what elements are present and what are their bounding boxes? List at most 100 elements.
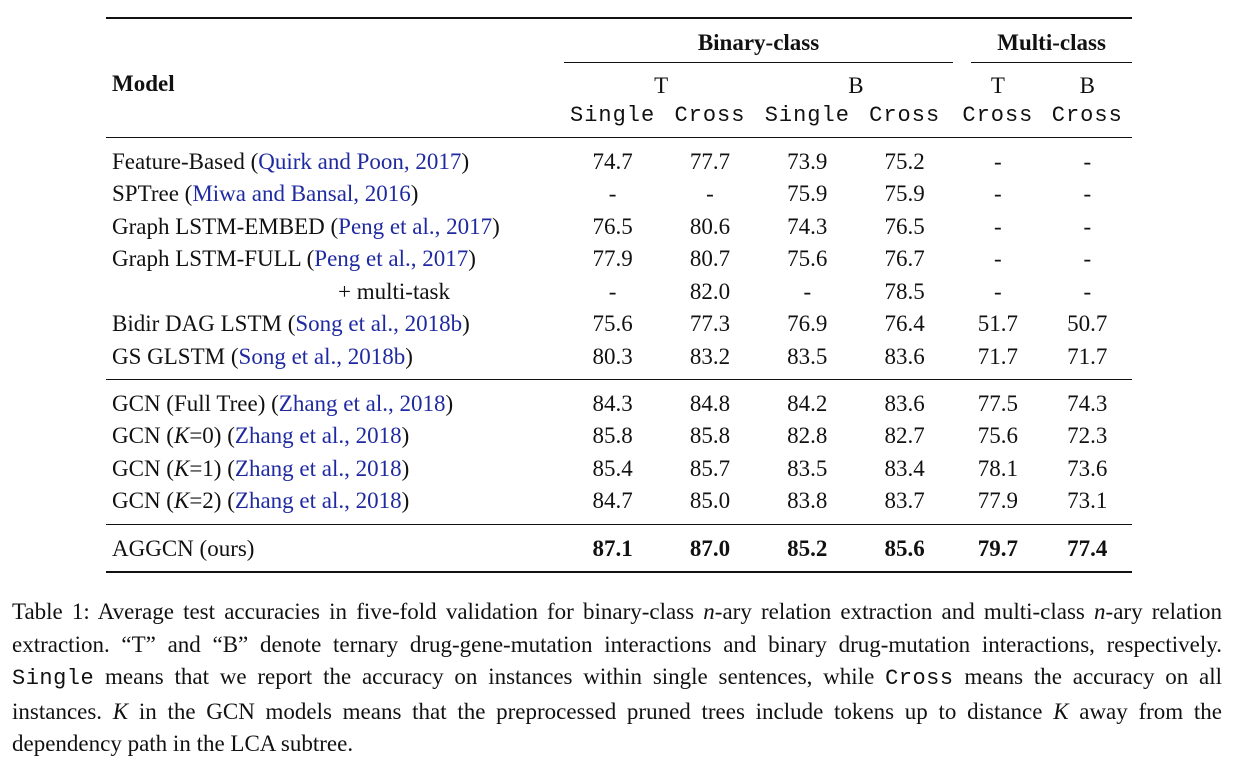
table-row: Graph LSTM-FULL (Peng et al., 2017) 77.9… — [106, 243, 1132, 276]
citation-link[interactable]: Miwa and Bansal, 2016 — [192, 181, 411, 207]
value-cell: 75.6 — [977, 423, 1019, 449]
binary-class-header: Binary-class — [563, 18, 954, 65]
table-row: + multi-task - 82.0 - 78.5 - - — [106, 276, 1132, 309]
value-cell: 73.9 — [787, 149, 828, 174]
citation-link[interactable]: Song et al., 2018b — [295, 311, 463, 337]
value-cell: 83.5 — [787, 455, 828, 481]
value-cell: - — [1083, 246, 1092, 272]
value-cell: - — [803, 278, 812, 304]
multi-class-header: Multi-class — [953, 18, 1132, 65]
table-row: Graph LSTM-EMBED (Peng et al., 2017) 76.… — [106, 211, 1132, 244]
value-cell: - — [1083, 213, 1092, 239]
setting-header: Cross — [962, 102, 1034, 128]
citation-link[interactable]: Peng et al., 2017 — [338, 213, 493, 239]
value-cell: - — [1083, 149, 1092, 174]
value-cell: - — [706, 181, 714, 207]
binary-class-label: Binary-class — [563, 30, 954, 63]
value-cell: 83.2 — [689, 343, 731, 369]
value-cell: 77.3 — [689, 311, 731, 337]
table-row: Bidir DAG LSTM (Song et al., 2018b) 75.6… — [106, 308, 1132, 341]
multi-class-label: Multi-class — [971, 30, 1132, 63]
model-name: GS GLSTM — [112, 343, 226, 369]
value-cell: 71.7 — [1067, 343, 1108, 369]
citation-link[interactable]: Zhang et al., 2018 — [234, 423, 402, 449]
model-name: GCN (Full Tree) — [112, 391, 266, 416]
model-name: GCN (K=0) — [112, 423, 222, 449]
value-cell: 75.6 — [787, 246, 828, 272]
setting-header: Cross — [869, 102, 941, 128]
table-row: AGGCN (ours) 87.1 87.0 85.2 85.6 79.7 77… — [106, 524, 1132, 572]
setting-header: Cross — [1051, 102, 1123, 128]
table-row: GS GLSTM (Song et al., 2018b) 80.3 83.2 … — [106, 341, 1132, 380]
value-cell: 79.7 — [977, 535, 1019, 561]
value-cell: 50.7 — [1067, 311, 1108, 337]
table-row: GCN (K=2) (Zhang et al., 2018) 84.7 85.0… — [106, 485, 1132, 524]
model-name: + multi-task — [338, 278, 450, 304]
citation-link[interactable]: Song et al., 2018b — [238, 343, 406, 369]
value-cell: 76.7 — [884, 246, 925, 272]
header-row-tb: T B T B — [106, 65, 1132, 99]
citation-link[interactable]: Quirk and Poon, 2017 — [258, 149, 462, 174]
citation-link[interactable]: Zhang et al., 2018 — [234, 488, 402, 514]
value-cell: 76.9 — [787, 311, 828, 337]
value-cell: 80.6 — [689, 213, 731, 239]
value-cell: 77.4 — [1067, 535, 1108, 561]
value-cell: 83.4 — [884, 455, 925, 481]
value-cell: 72.3 — [1067, 423, 1108, 449]
value-cell: 83.7 — [884, 488, 925, 514]
value-cell: - — [1083, 181, 1092, 207]
value-cell: 77.7 — [689, 149, 731, 174]
value-cell: 76.5 — [592, 213, 633, 239]
value-cell: 85.2 — [787, 535, 828, 561]
value-cell: 85.8 — [689, 423, 731, 449]
value-cell: 85.7 — [689, 455, 731, 481]
value-cell: 74.7 — [592, 149, 633, 174]
value-cell: 82.0 — [689, 278, 731, 304]
citation-link[interactable]: Peng et al., 2017 — [314, 246, 469, 272]
value-cell: 78.5 — [884, 278, 925, 304]
table-row: GCN (Full Tree) (Zhang et al., 2018) 84.… — [106, 379, 1132, 421]
value-cell: 76.4 — [884, 311, 925, 337]
setting-header: Single — [570, 102, 656, 128]
value-cell: 77.5 — [977, 391, 1019, 416]
value-cell: 78.1 — [977, 455, 1019, 481]
value-cell: 83.5 — [787, 343, 828, 369]
value-cell: - — [994, 213, 1002, 239]
value-cell: 87.0 — [689, 535, 731, 561]
model-name: GCN (K=2) — [112, 488, 222, 514]
binary-b-header: B — [848, 73, 864, 98]
value-cell: 82.7 — [884, 423, 925, 449]
value-cell: - — [994, 181, 1002, 207]
citation-link[interactable]: Zhang et al., 2018 — [234, 455, 402, 481]
value-cell: 75.9 — [787, 181, 828, 207]
model-name: SPTree — [112, 181, 179, 207]
model-column-header: Model — [112, 71, 175, 96]
model-name: Graph LSTM-FULL — [112, 246, 301, 272]
value-cell: - — [994, 149, 1002, 174]
model-name: GCN (K=1) — [112, 455, 222, 481]
value-cell: 84.8 — [689, 391, 731, 416]
value-cell: - — [1083, 278, 1092, 304]
citation-link[interactable]: Zhang et al., 2018 — [278, 391, 446, 416]
value-cell: - — [608, 278, 617, 304]
multi-b-header: B — [1079, 73, 1095, 98]
setting-header: Cross — [674, 102, 746, 128]
value-cell: 77.9 — [592, 246, 633, 272]
value-cell: 75.9 — [884, 181, 925, 207]
model-name: AGGCN (ours) — [112, 535, 255, 561]
value-cell: 83.8 — [787, 488, 828, 514]
value-cell: - — [994, 278, 1002, 304]
value-cell: 83.6 — [884, 391, 925, 416]
model-name: Bidir DAG LSTM — [112, 311, 282, 337]
table-row: GCN (K=1) (Zhang et al., 2018) 85.4 85.7… — [106, 453, 1132, 486]
value-cell: 83.6 — [884, 343, 925, 369]
value-cell: 75.2 — [884, 149, 925, 174]
setting-header: Single — [764, 102, 850, 128]
value-cell: 85.0 — [689, 488, 731, 514]
binary-t-header: T — [654, 73, 669, 98]
value-cell: 85.8 — [592, 423, 633, 449]
value-cell: - — [994, 246, 1002, 272]
value-cell: 87.1 — [592, 535, 633, 561]
value-cell: 74.3 — [787, 213, 828, 239]
table-row: Feature-Based (Quirk and Poon, 2017) 74.… — [106, 137, 1132, 179]
